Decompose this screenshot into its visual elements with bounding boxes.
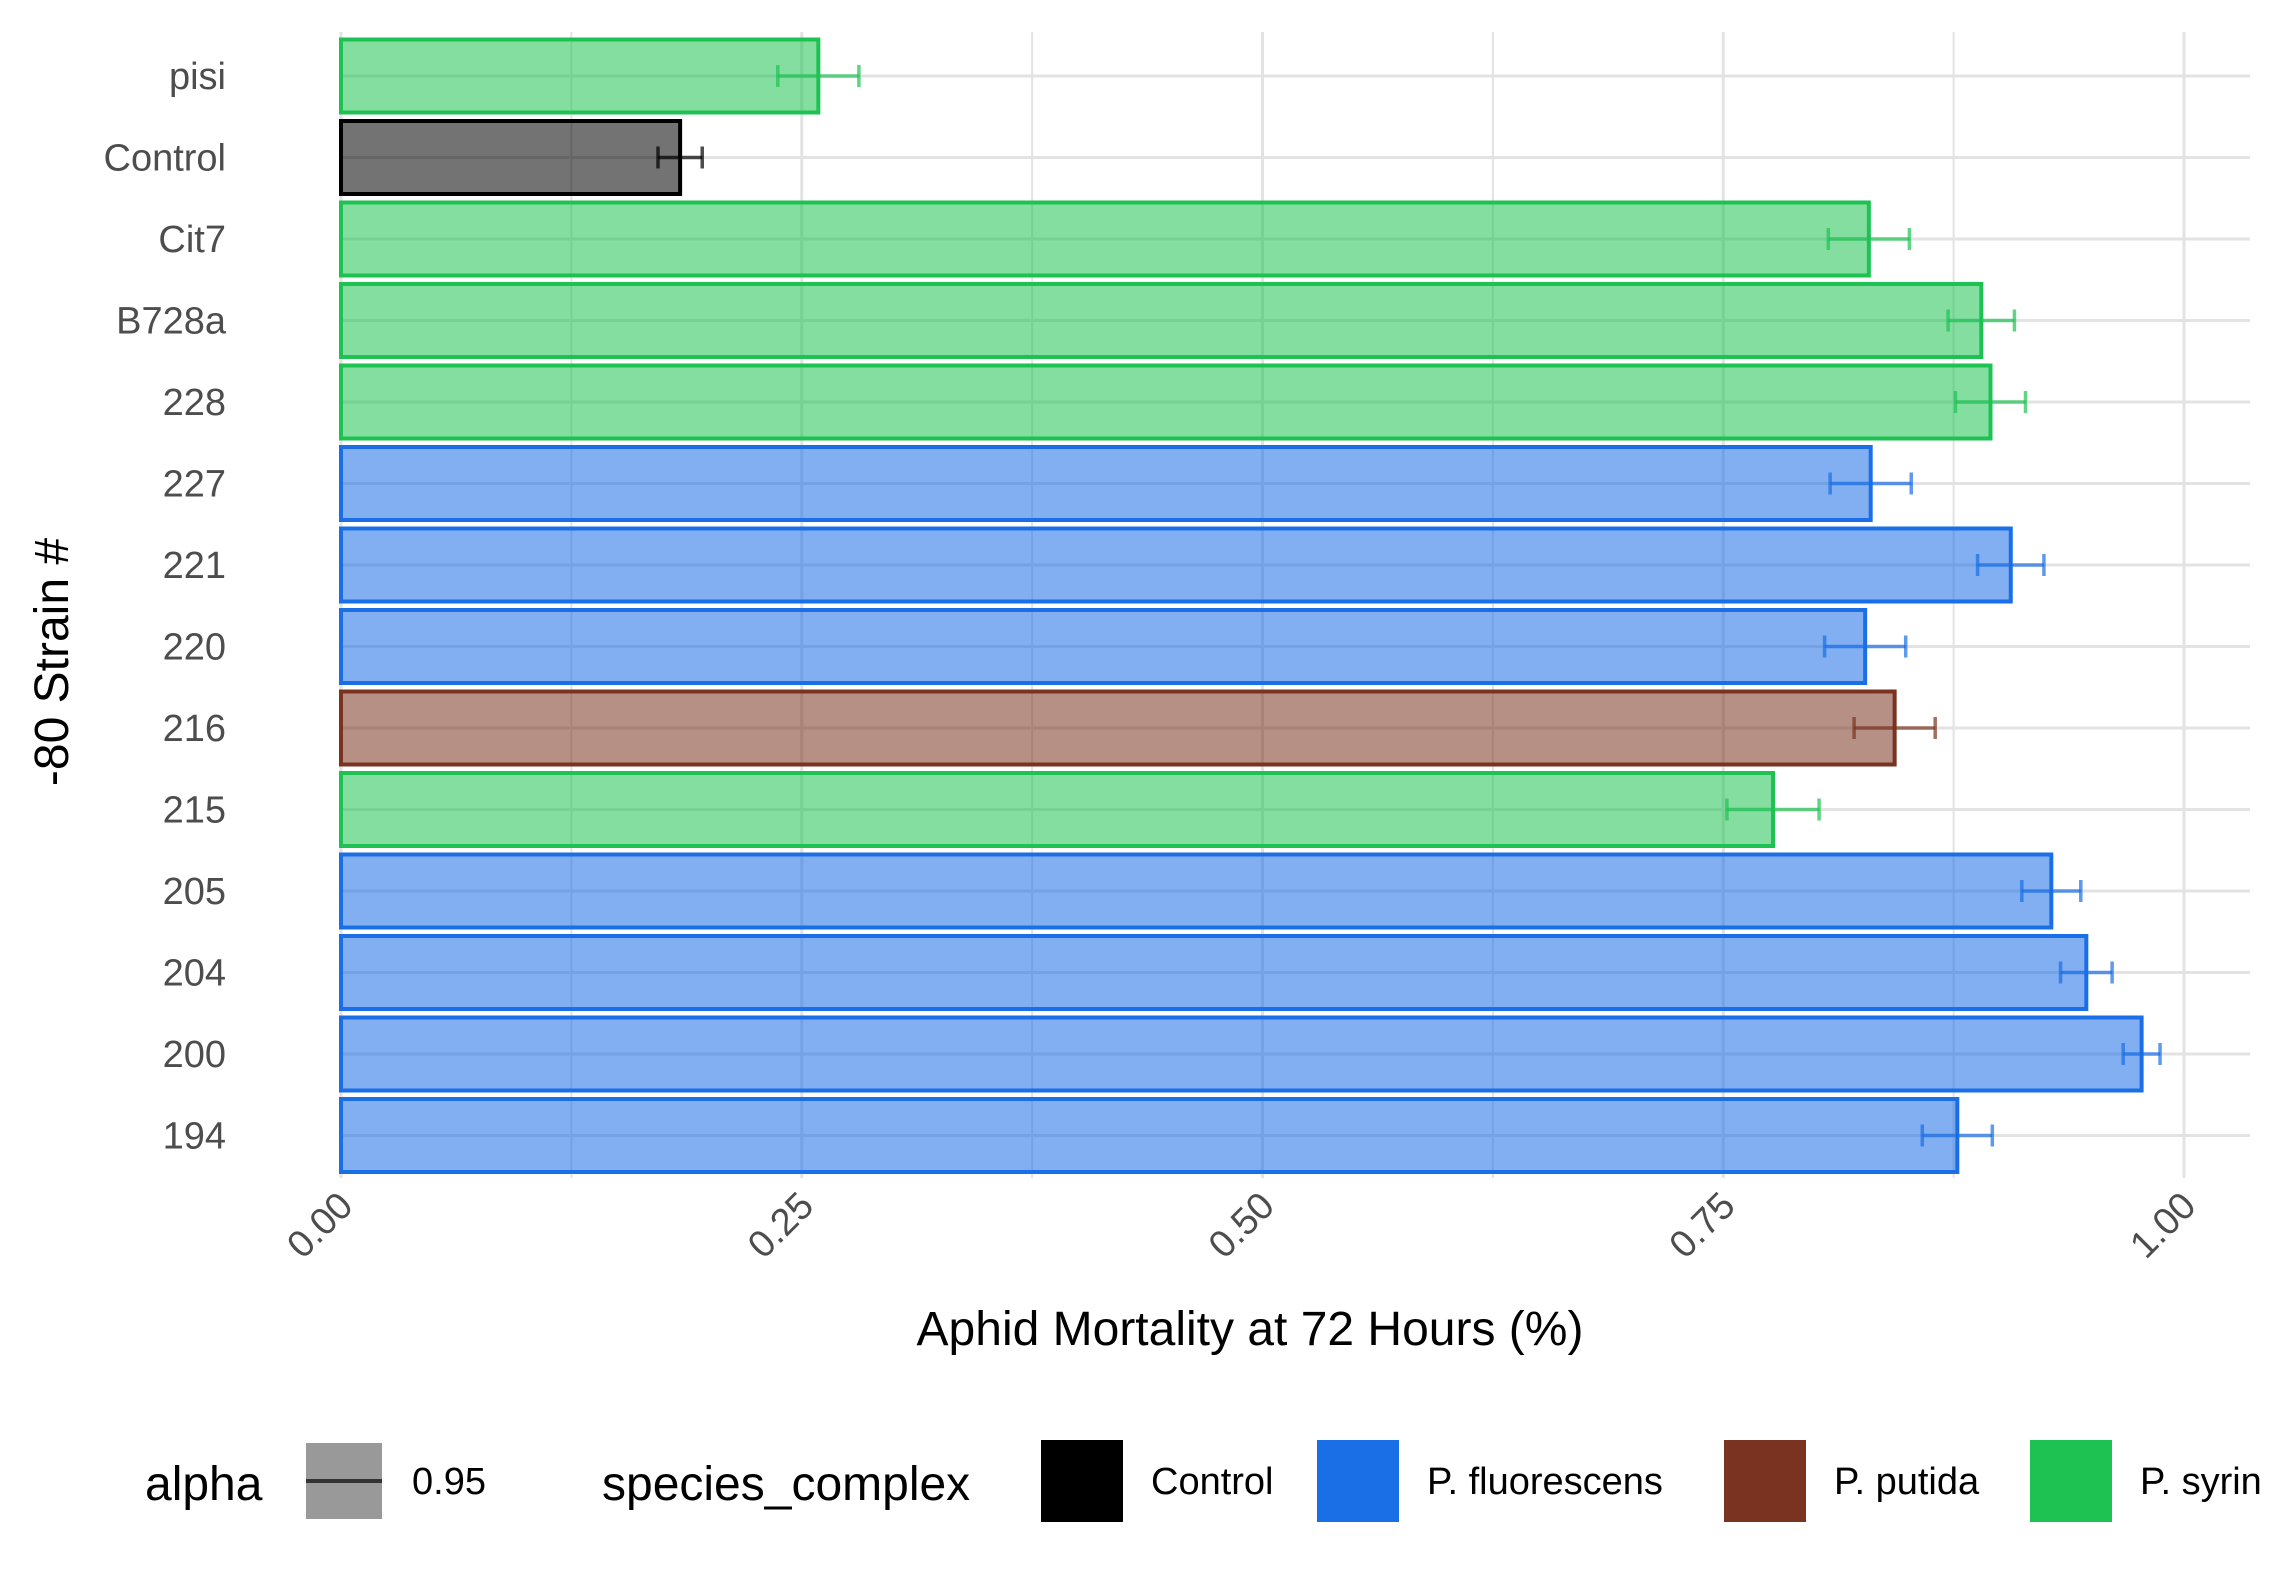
x-tick-label: 0.00 bbox=[279, 1185, 361, 1267]
y-tick-label: 200 bbox=[163, 1034, 226, 1076]
legend-key-p-putida bbox=[1724, 1440, 1806, 1522]
legend-alpha-value: 0.95 bbox=[412, 1461, 486, 1503]
bar-204 bbox=[339, 934, 2089, 1011]
y-tick-label: B728a bbox=[116, 301, 227, 343]
y-tick-label: Control bbox=[104, 138, 227, 180]
error-bar-215 bbox=[1725, 798, 1821, 821]
bar-220 bbox=[339, 608, 1868, 685]
y-tick-label: 194 bbox=[163, 1116, 226, 1158]
bar-227 bbox=[339, 445, 1873, 522]
bar-194 bbox=[339, 1097, 1960, 1174]
legend-key-p-syrin bbox=[2030, 1440, 2112, 1522]
legend-label: P. putida bbox=[1834, 1461, 1980, 1503]
legend-key-control bbox=[1041, 1440, 1123, 1522]
legend: alpha 0.95 species_complex Control P. flu… bbox=[145, 1440, 2262, 1522]
bars bbox=[339, 37, 2144, 1174]
x-tick-label: 0.50 bbox=[1201, 1185, 1283, 1267]
legend-key-p-fluorescens bbox=[1317, 1440, 1399, 1522]
y-tick-label: 228 bbox=[163, 382, 226, 424]
y-tick-label: 216 bbox=[163, 708, 226, 750]
y-tick-label: 220 bbox=[163, 627, 226, 669]
x-tick-labels: 0.00 0.25 0.50 0.75 1.00 bbox=[279, 1185, 2204, 1267]
x-tick-label: 0.25 bbox=[740, 1185, 822, 1267]
legend-fill-title: species_complex bbox=[602, 1458, 970, 1511]
bar-215 bbox=[339, 771, 1776, 848]
bar-221 bbox=[339, 526, 2013, 604]
bar-228 bbox=[339, 363, 1993, 441]
error-bar-205 bbox=[2020, 880, 2083, 902]
error-bar-194 bbox=[1920, 1124, 1995, 1147]
legend-label: P. syrin bbox=[2140, 1461, 2262, 1503]
error-bar-b728a bbox=[1946, 309, 2017, 332]
y-tick-label: 221 bbox=[163, 545, 226, 587]
legend-label: P. fluorescens bbox=[1427, 1461, 1663, 1503]
error-bar-204 bbox=[2058, 961, 2114, 984]
error-bar-pisi bbox=[776, 65, 861, 87]
y-axis-title: -80 Strain # bbox=[26, 538, 79, 786]
error-bar-220 bbox=[1822, 635, 1908, 658]
x-axis-title: Aphid Mortality at 72 Hours (%) bbox=[917, 1303, 1584, 1356]
bar-cit7 bbox=[339, 200, 1871, 278]
y-tick-label: 227 bbox=[163, 464, 226, 506]
legend-alpha-title: alpha bbox=[145, 1458, 263, 1511]
error-bar-221 bbox=[1975, 554, 2046, 576]
x-tick-label: 1.00 bbox=[2122, 1185, 2204, 1267]
legend-entries: Control P. fluorescens P. putida P. syrin bbox=[1041, 1440, 2262, 1522]
legend-label: Control bbox=[1151, 1461, 1274, 1503]
bar-205 bbox=[339, 852, 2054, 930]
y-tick-label: Cit7 bbox=[158, 219, 226, 261]
bar-control bbox=[339, 119, 683, 196]
x-tick-label: 0.75 bbox=[1662, 1185, 1744, 1267]
error-bar-216 bbox=[1852, 717, 1937, 739]
y-tick-label: 205 bbox=[163, 871, 226, 913]
bar-b728a bbox=[339, 282, 1984, 359]
error-bar-control bbox=[656, 146, 704, 169]
bar-216 bbox=[339, 689, 1897, 767]
y-tick-labels: pisi Control Cit7 B728a 228 227 221 220 216 215 20… bbox=[104, 56, 227, 1158]
error-bar-227 bbox=[1828, 472, 1913, 495]
error-bar-cit7 bbox=[1826, 228, 1912, 250]
error-bars bbox=[656, 65, 2162, 1147]
y-tick-label: 215 bbox=[163, 790, 226, 832]
y-tick-label: pisi bbox=[169, 56, 226, 98]
bar-200 bbox=[339, 1015, 2144, 1093]
bar-pisi bbox=[339, 37, 821, 115]
error-bar-228 bbox=[1953, 391, 2028, 413]
y-tick-label: 204 bbox=[163, 953, 226, 995]
error-bar-200 bbox=[2121, 1043, 2162, 1065]
